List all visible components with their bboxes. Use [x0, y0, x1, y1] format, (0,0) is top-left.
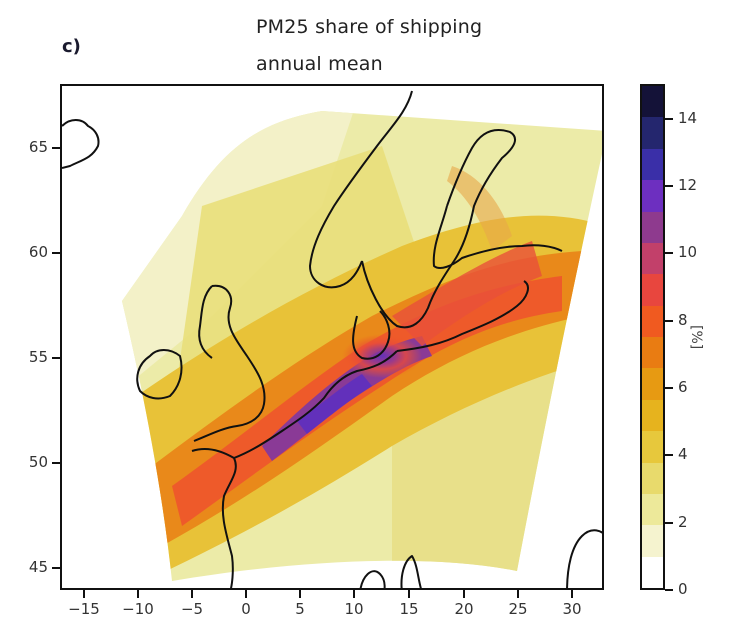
- colorbar-segment: [642, 431, 663, 463]
- y-tick-label: 55: [28, 348, 48, 366]
- y-tick-50: [52, 462, 60, 464]
- x-tick-label: −5: [180, 600, 204, 618]
- colorbar-segment: [642, 117, 663, 149]
- x-tick-label: 30: [562, 600, 582, 618]
- colorbar-segment: [642, 556, 663, 588]
- x-tick: [463, 590, 465, 598]
- colorbar-segment: [642, 493, 663, 526]
- colorbar-tick-label: 4: [678, 445, 688, 463]
- colorbar-segment: [642, 86, 663, 118]
- colorbar-segment: [642, 274, 663, 306]
- x-tick-label: 10: [344, 600, 364, 618]
- y-tick-label: 45: [28, 558, 48, 576]
- y-tick-label: 60: [28, 243, 48, 261]
- colorbar-tick: [665, 252, 673, 254]
- x-tick: [191, 590, 193, 598]
- x-tick: [83, 590, 85, 598]
- colorbar-tick-label: 10: [678, 243, 698, 261]
- y-tick-65: [52, 147, 60, 149]
- colorbar-segment: [642, 337, 663, 369]
- panel-label: c): [62, 36, 81, 57]
- x-tick: [571, 590, 573, 598]
- colorbar-tick-label: 6: [678, 378, 688, 396]
- colorbar-segment: [642, 180, 663, 212]
- colorbar-tick-label: 12: [678, 176, 698, 194]
- y-tick-label: 50: [28, 453, 48, 471]
- colorbar-segment: [642, 368, 663, 400]
- chart-title: PM25 share of shipping: [256, 16, 483, 38]
- colorbar-tick: [665, 522, 673, 524]
- x-tick: [245, 590, 247, 598]
- x-tick: [299, 590, 301, 598]
- colorbar-tick: [665, 454, 673, 456]
- colorbar-segment: [642, 148, 663, 181]
- x-tick: [353, 590, 355, 598]
- x-tick: [408, 590, 410, 598]
- colorbar-segment: [642, 305, 663, 337]
- colorbar-tick: [665, 320, 673, 322]
- colorbar-segment: [642, 242, 663, 275]
- x-tick: [517, 590, 519, 598]
- y-tick-60: [52, 252, 60, 254]
- colorbar-segment: [642, 211, 663, 243]
- x-tick-label: 5: [295, 600, 305, 618]
- colorbar-segment: [642, 525, 663, 557]
- colorbar-unit-label: [%]: [688, 325, 704, 350]
- x-tick-label: −15: [68, 600, 100, 618]
- x-tick-label: 20: [454, 600, 474, 618]
- x-tick-label: 0: [241, 600, 251, 618]
- colorbar-tick-label: 14: [678, 109, 698, 127]
- x-tick: [137, 590, 139, 598]
- colorbar-segment: [642, 462, 663, 494]
- colorbar-tick: [665, 387, 673, 389]
- y-tick-55: [52, 357, 60, 359]
- colorbar: [640, 84, 665, 590]
- map-plot-area: [60, 84, 604, 590]
- chart-subtitle: annual mean: [256, 53, 383, 75]
- x-tick-label: −10: [122, 600, 154, 618]
- x-tick-label: 25: [508, 600, 528, 618]
- colorbar-tick: [665, 589, 673, 591]
- colorbar-segment: [642, 399, 663, 432]
- y-tick-label: 65: [28, 138, 48, 156]
- colorbar-tick: [665, 118, 673, 120]
- colorbar-tick-label: 2: [678, 513, 688, 531]
- concentration-field: [62, 90, 602, 588]
- colorbar-tick-label: 8: [678, 311, 688, 329]
- colorbar-tick-label: 0: [678, 580, 688, 598]
- colorbar-tick: [665, 185, 673, 187]
- y-tick-45: [52, 567, 60, 569]
- x-tick-label: 15: [399, 600, 419, 618]
